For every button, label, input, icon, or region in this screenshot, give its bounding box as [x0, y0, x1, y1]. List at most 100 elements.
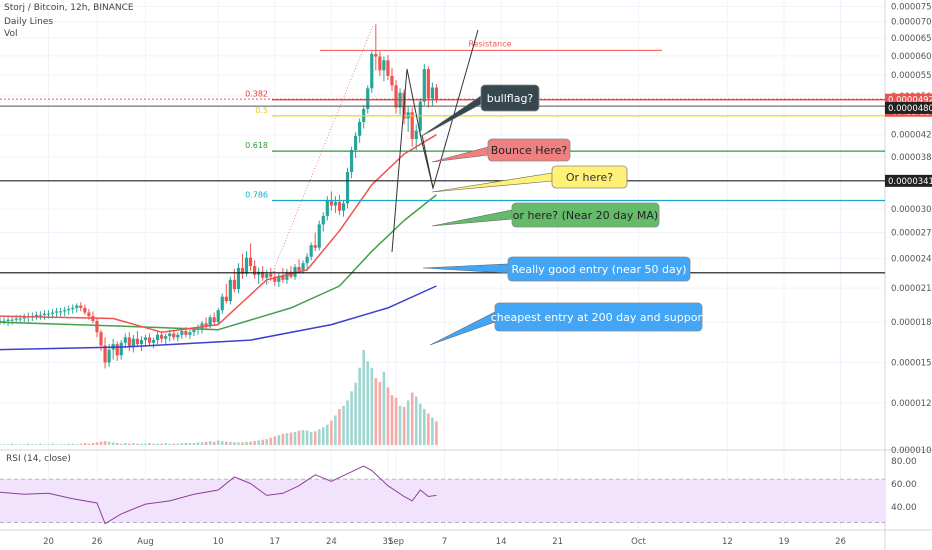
- volume-bar: [414, 396, 418, 445]
- price-tick-label: 0.00006500: [891, 34, 932, 44]
- volume-bar: [277, 435, 281, 445]
- volume-bar: [132, 443, 135, 445]
- volume-bar: [160, 443, 163, 445]
- price-tick-label: 0.00002700: [891, 228, 932, 238]
- resistance-label: Resistance: [468, 39, 511, 48]
- near-50-day-text: Really good entry (near 50 day): [511, 263, 686, 276]
- volume-bar: [354, 382, 357, 445]
- candle-body: [261, 271, 265, 278]
- time-tick-label: 24: [326, 537, 337, 547]
- indicator-daily-lines[interactable]: Daily Lines: [4, 17, 54, 27]
- candle-body: [224, 296, 228, 302]
- volume-bar: [410, 392, 414, 445]
- fib-label: 0.786: [245, 190, 268, 199]
- horizontal-levels: Resistance 0.382 0.5 0.618 0.786: [0, 39, 885, 274]
- volume-bar: [204, 441, 208, 445]
- volume-bar: [382, 371, 386, 445]
- candle-body: [309, 245, 313, 257]
- candle-body: [317, 224, 321, 248]
- last-price-label: 0.00004806: [888, 104, 932, 114]
- candle-body: [143, 337, 148, 341]
- candle-body: [236, 267, 241, 290]
- indicator-vol[interactable]: Vol: [4, 29, 18, 39]
- price-tick-label: 0.00004200: [891, 131, 932, 141]
- volume-bar: [269, 437, 273, 445]
- price-tick-label: 0.00001010: [891, 446, 932, 456]
- volume-bar: [418, 403, 422, 445]
- volume-bar: [301, 429, 305, 445]
- candle-body: [115, 344, 119, 356]
- volume-bar: [79, 443, 83, 445]
- time-tick-label: 19: [779, 537, 790, 547]
- chart-title: Storj / Bitcoin, 12h, BINANCE: [4, 3, 134, 13]
- candle-body: [67, 309, 71, 311]
- candle-body: [147, 337, 152, 343]
- volume-bar: [176, 443, 180, 445]
- moving-averages: [0, 134, 437, 351]
- candle-body: [160, 334, 164, 339]
- rsi-label: RSI (14, close): [6, 454, 71, 464]
- candle-body: [240, 267, 245, 274]
- candle-body: [139, 340, 144, 345]
- volume-bar: [289, 432, 293, 445]
- price-tick-label: 0.00002400: [891, 255, 932, 265]
- price-tick-label: 0.00002100: [891, 284, 932, 294]
- candle-body: [358, 121, 362, 136]
- candle-body: [394, 85, 398, 108]
- volume-bar: [144, 443, 147, 445]
- candle-body: [349, 149, 354, 172]
- volume-bar: [31, 444, 34, 445]
- candle-body: [95, 320, 99, 333]
- volume-bar: [140, 443, 143, 445]
- volume-bar: [229, 441, 232, 445]
- candle-body: [75, 305, 79, 308]
- volume-bar: [305, 430, 309, 445]
- candle-body: [83, 307, 87, 313]
- volume-bar: [313, 431, 317, 445]
- candle-body: [99, 332, 103, 346]
- candle-body: [228, 279, 232, 302]
- volume-bar: [136, 443, 139, 445]
- candle-body: [151, 340, 156, 343]
- volume-bar: [2, 444, 6, 445]
- volume-bar: [265, 439, 269, 445]
- candle-body: [273, 276, 277, 282]
- volume-bar: [285, 433, 289, 445]
- price-axis[interactable]: 0.00007500 0.00007000 0.00006500 0.00006000…: [885, 2, 932, 456]
- volume-bar: [75, 444, 79, 445]
- candle-body: [14, 318, 18, 320]
- price-tick-label: 0.00003000: [891, 205, 932, 215]
- volume-bar: [156, 443, 159, 445]
- volume-bar: [14, 444, 18, 445]
- volume-bar: [71, 443, 75, 445]
- volume-bar: [43, 444, 46, 445]
- candle-body: [127, 337, 131, 347]
- volume-bar: [67, 443, 70, 445]
- volume-bar: [128, 443, 131, 445]
- volume-bar: [180, 443, 184, 445]
- volume-bar: [35, 444, 38, 445]
- volume-bar: [330, 420, 333, 445]
- candle-body: [192, 329, 196, 333]
- candle-body: [168, 333, 172, 337]
- candle-body: [123, 337, 127, 343]
- time-tick-label: Oct: [631, 537, 646, 547]
- volume-bar: [63, 444, 66, 445]
- volume-bar: [220, 441, 224, 445]
- volume-bar: [293, 431, 297, 445]
- volume-bar: [184, 443, 188, 445]
- volume-bar: [196, 442, 200, 445]
- candle-body: [378, 56, 382, 71]
- volume-bar: [111, 442, 115, 445]
- trend-drawings: [267, 24, 479, 284]
- candle-body: [107, 349, 111, 363]
- candle-body: [46, 313, 51, 315]
- volume-bar: [192, 443, 196, 445]
- volume-bar: [119, 443, 123, 445]
- candle-body: [63, 310, 67, 312]
- volume-bar: [51, 443, 54, 445]
- volume-bar: [59, 444, 62, 445]
